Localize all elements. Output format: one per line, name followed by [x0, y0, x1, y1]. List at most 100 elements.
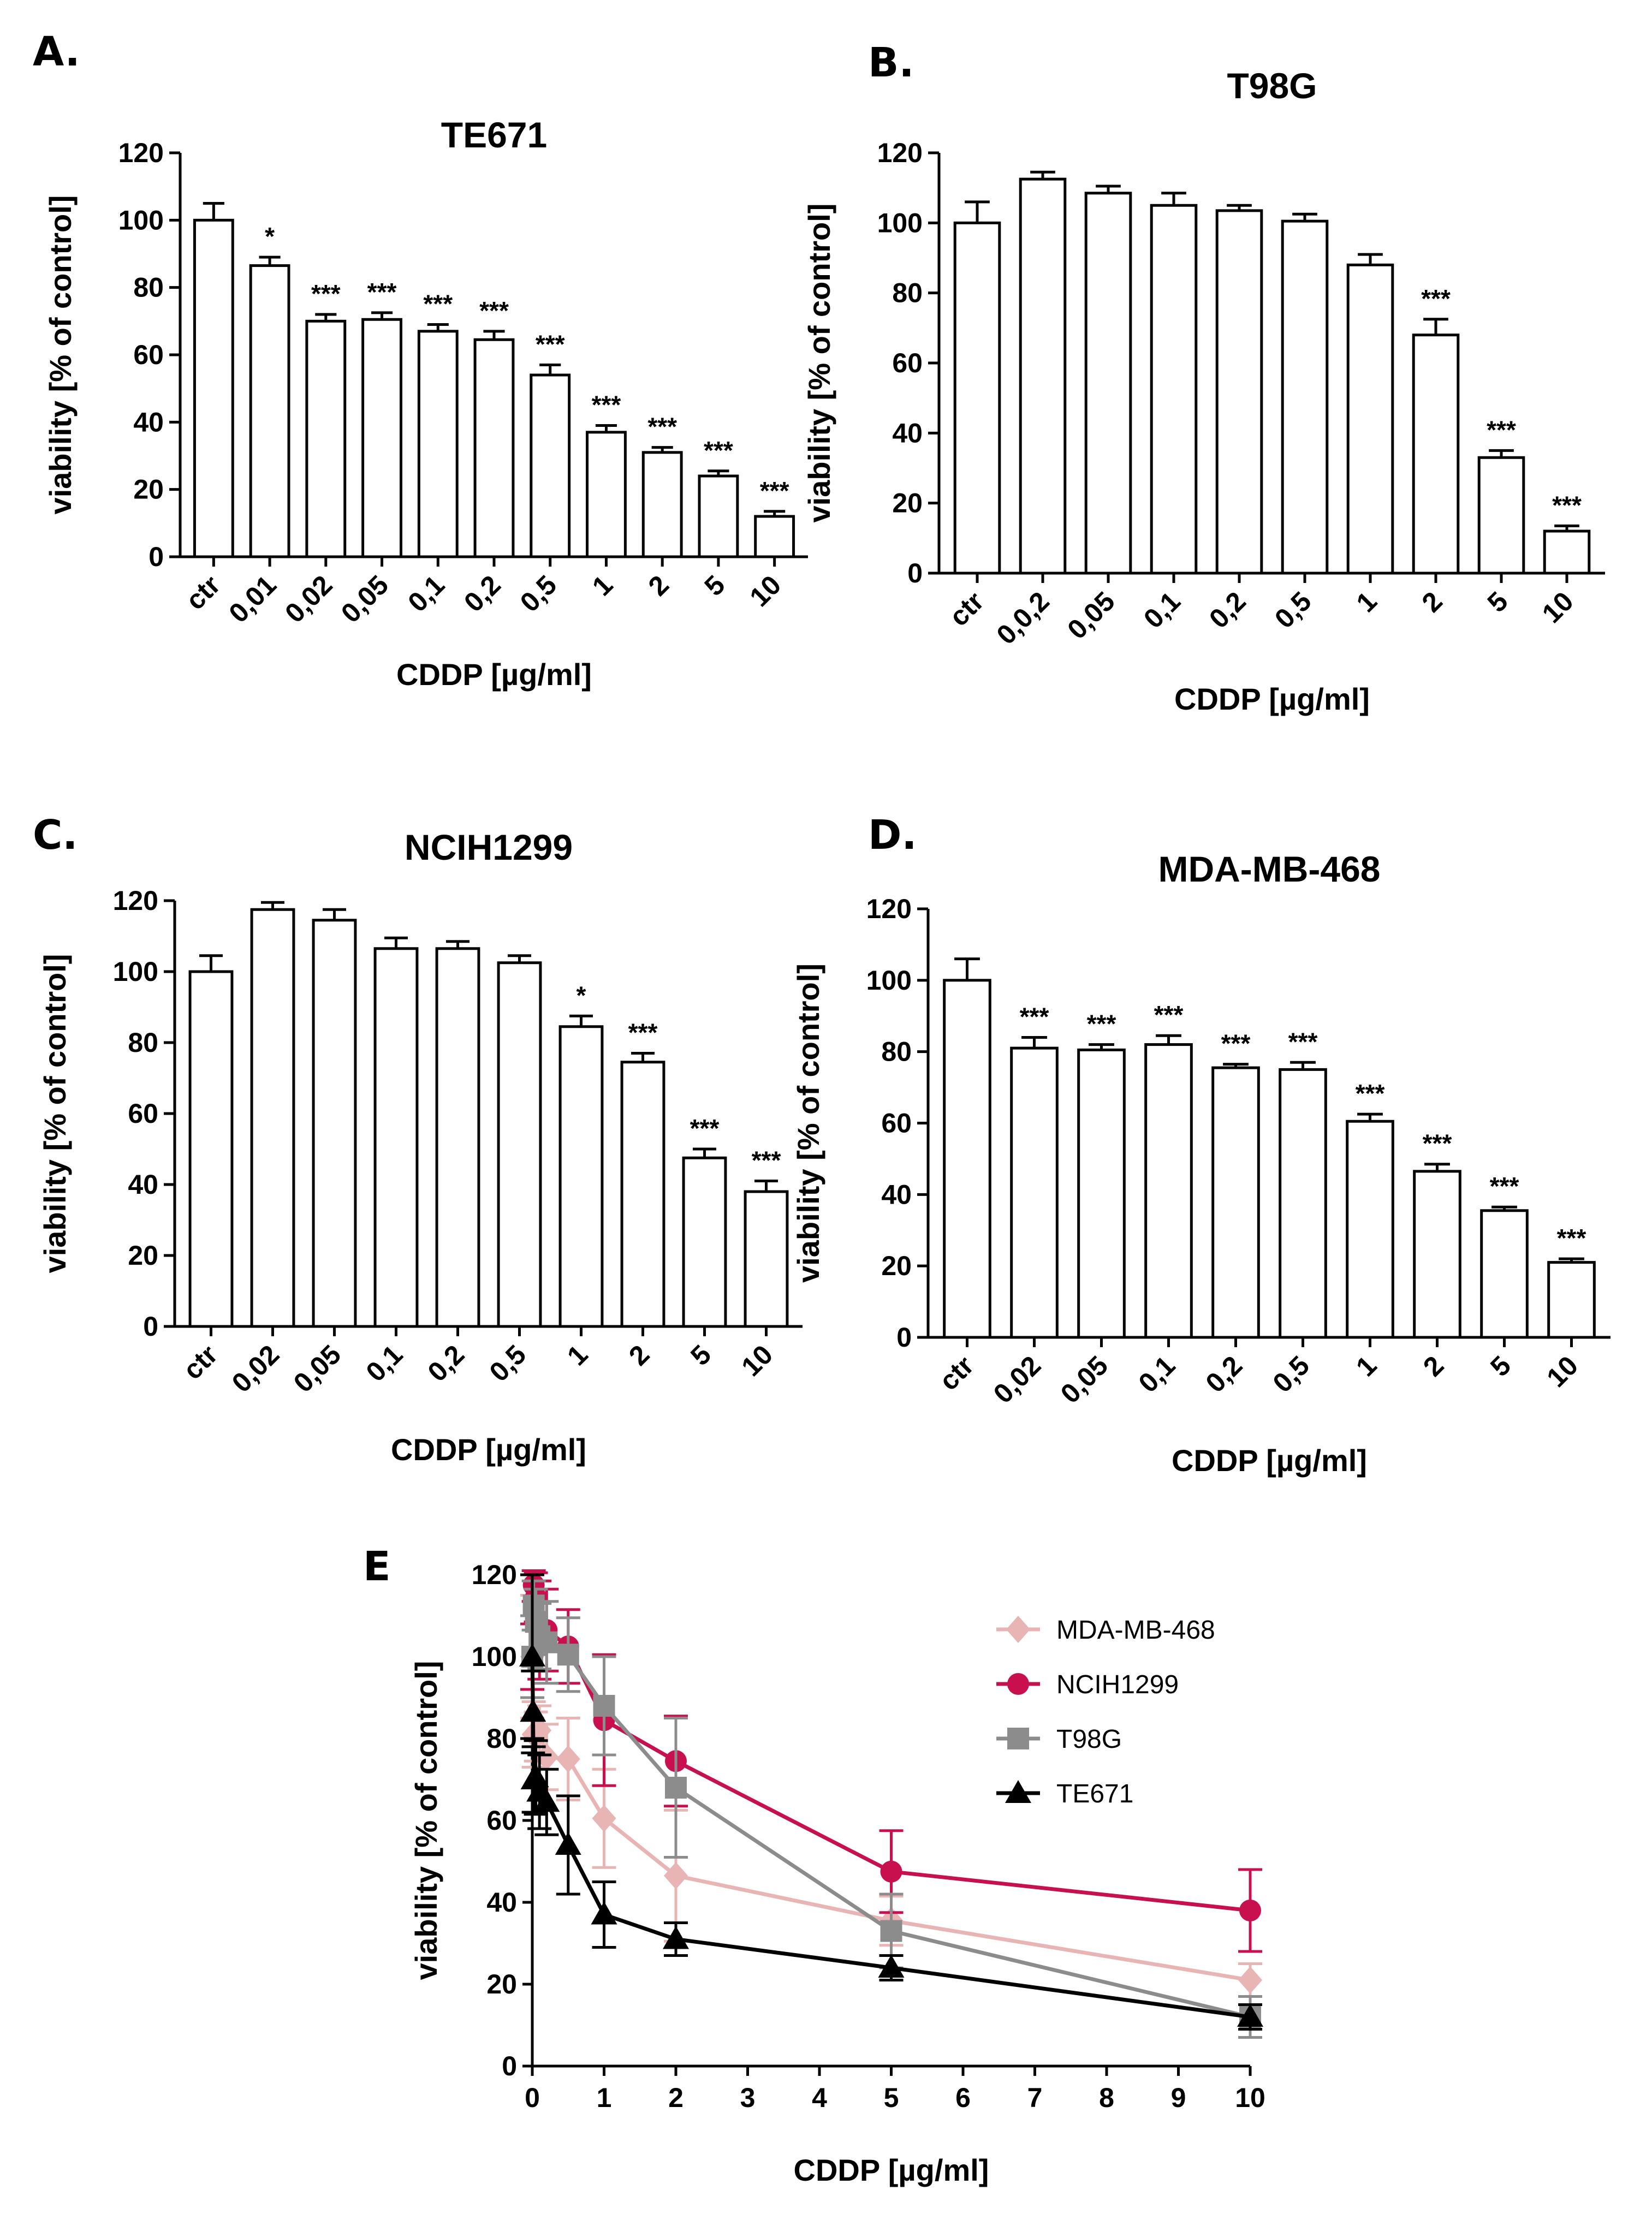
- bar: [1480, 1209, 1529, 1339]
- data-point: [519, 1644, 545, 1667]
- chart-title: T98G: [1227, 66, 1317, 106]
- y-tick-label: 20: [881, 1251, 912, 1281]
- x-tick-label: 1: [1350, 1350, 1382, 1382]
- x-tick-label: 0,02: [988, 1350, 1047, 1409]
- bar: [1281, 219, 1329, 575]
- panel-letter: D.: [868, 812, 917, 859]
- x-tick-label: 5: [1484, 1350, 1517, 1382]
- x-tick-label: 0,2: [1200, 1350, 1249, 1398]
- bar: [435, 947, 480, 1328]
- significance-marker: ***: [479, 296, 509, 325]
- significance-marker: ***: [1421, 284, 1451, 313]
- significance-marker: ***: [647, 413, 677, 441]
- x-tick-label: 2: [623, 1339, 655, 1371]
- y-tick-label: 120: [118, 138, 164, 168]
- y-tick-label: 40: [133, 407, 164, 437]
- data-point: [1239, 1900, 1261, 1921]
- legend-label: T98G: [1056, 1725, 1122, 1754]
- bar: [1077, 1048, 1126, 1339]
- y-tick-label: 80: [133, 272, 164, 303]
- chart-title: MDA-MB-468: [1158, 849, 1380, 889]
- data-point: [1237, 2004, 1263, 2027]
- significance-marker: *: [265, 222, 275, 251]
- bar: [744, 1190, 789, 1328]
- bar: [188, 970, 234, 1328]
- y-tick-label: 0: [148, 541, 164, 572]
- bar: [473, 338, 515, 558]
- bar: [586, 431, 627, 558]
- y-axis-label: viability [% of control]: [38, 954, 72, 1273]
- data-point: [591, 1901, 617, 1925]
- legend-label: NCIH1299: [1056, 1670, 1179, 1699]
- significance-marker: ***: [752, 1146, 781, 1175]
- x-tick-label: 7: [1027, 2082, 1043, 2113]
- x-tick-label: ctr: [177, 1339, 223, 1385]
- bar: [943, 979, 991, 1339]
- panel-letter: C.: [33, 812, 78, 859]
- significance-marker: ***: [1087, 1010, 1116, 1038]
- x-tick-label: 0,5: [514, 569, 563, 618]
- x-tick-label: 0,1: [1138, 586, 1186, 634]
- x-tick-label: 2: [643, 569, 675, 602]
- legend-label: TE671: [1056, 1779, 1133, 1808]
- x-axis-label: CDDP [µg/ml]: [396, 657, 592, 692]
- data-point: [536, 1631, 558, 1653]
- legend-label: MDA-MB-468: [1056, 1616, 1215, 1645]
- series-te671: [519, 1573, 1263, 2031]
- x-tick-label: 6: [955, 2082, 971, 2113]
- x-tick-label: 5: [1482, 586, 1514, 618]
- bar: [1215, 209, 1263, 575]
- x-tick-label: 10: [1235, 2082, 1265, 2113]
- data-point: [522, 1764, 549, 1788]
- x-tick-label: 0,1: [402, 569, 450, 618]
- x-axis-label: CDDP [µg/ml]: [1172, 1443, 1367, 1478]
- data-point: [555, 1832, 581, 1855]
- y-tick-label: 120: [472, 1560, 517, 1590]
- x-tick-label: 0,1: [1133, 1350, 1181, 1398]
- y-tick-label: 60: [892, 348, 923, 378]
- x-tick-label: 0,0,2: [991, 586, 1055, 650]
- significance-marker: ***: [1552, 491, 1582, 519]
- legend-marker: [1007, 1673, 1029, 1695]
- significance-marker: ***: [704, 436, 733, 465]
- x-tick-label: 3: [740, 2082, 756, 2113]
- bar: [417, 330, 459, 558]
- significance-marker: ***: [1356, 1079, 1385, 1108]
- significance-marker: ***: [1487, 415, 1516, 444]
- bar: [193, 218, 234, 558]
- bar: [530, 373, 571, 558]
- bar: [1412, 334, 1460, 575]
- legend-marker: [1006, 1616, 1030, 1643]
- x-tick-label: 0: [525, 2082, 540, 2113]
- x-axis-label: CDDP [µg/ml]: [794, 2153, 989, 2187]
- y-axis-label: viability [% of control]: [791, 963, 825, 1283]
- bar: [1010, 1046, 1059, 1339]
- x-tick-label: 0,2: [1203, 586, 1252, 634]
- bar: [250, 908, 295, 1328]
- bar-chart-mda-mb-468: D. MDA-MB-468 0 20 40 60 80 100 120 viability [% …: [791, 812, 1611, 1478]
- x-tick-label: 0,1: [360, 1339, 409, 1388]
- x-tick-label: ctr: [933, 1350, 979, 1396]
- significance-marker: ***: [690, 1114, 720, 1142]
- x-tick-label: 5: [884, 2082, 899, 2113]
- chart-title: NCIH1299: [405, 827, 573, 867]
- bar: [754, 515, 795, 558]
- bar: [497, 961, 542, 1328]
- y-tick-label: 100: [877, 207, 923, 238]
- legend-marker: [1007, 1728, 1029, 1749]
- data-point: [533, 1789, 560, 1812]
- bar: [1346, 1120, 1394, 1339]
- x-tick-label: 1: [597, 2082, 612, 2113]
- data-point: [557, 1644, 579, 1666]
- significance-marker: ***: [311, 279, 341, 308]
- x-tick-label: 9: [1171, 2082, 1186, 2113]
- significance-marker: ***: [1154, 1001, 1184, 1029]
- data-point: [556, 1745, 580, 1773]
- bar: [1543, 529, 1591, 575]
- x-tick-label: 0,05: [1055, 1350, 1114, 1409]
- data-point: [520, 1699, 546, 1722]
- x-tick-label: 0,02: [279, 569, 338, 628]
- data-point: [592, 1805, 616, 1832]
- bar-chart-te671: A. TE671 0 20 40 60 80 100 120 viability [% of co…: [33, 28, 808, 692]
